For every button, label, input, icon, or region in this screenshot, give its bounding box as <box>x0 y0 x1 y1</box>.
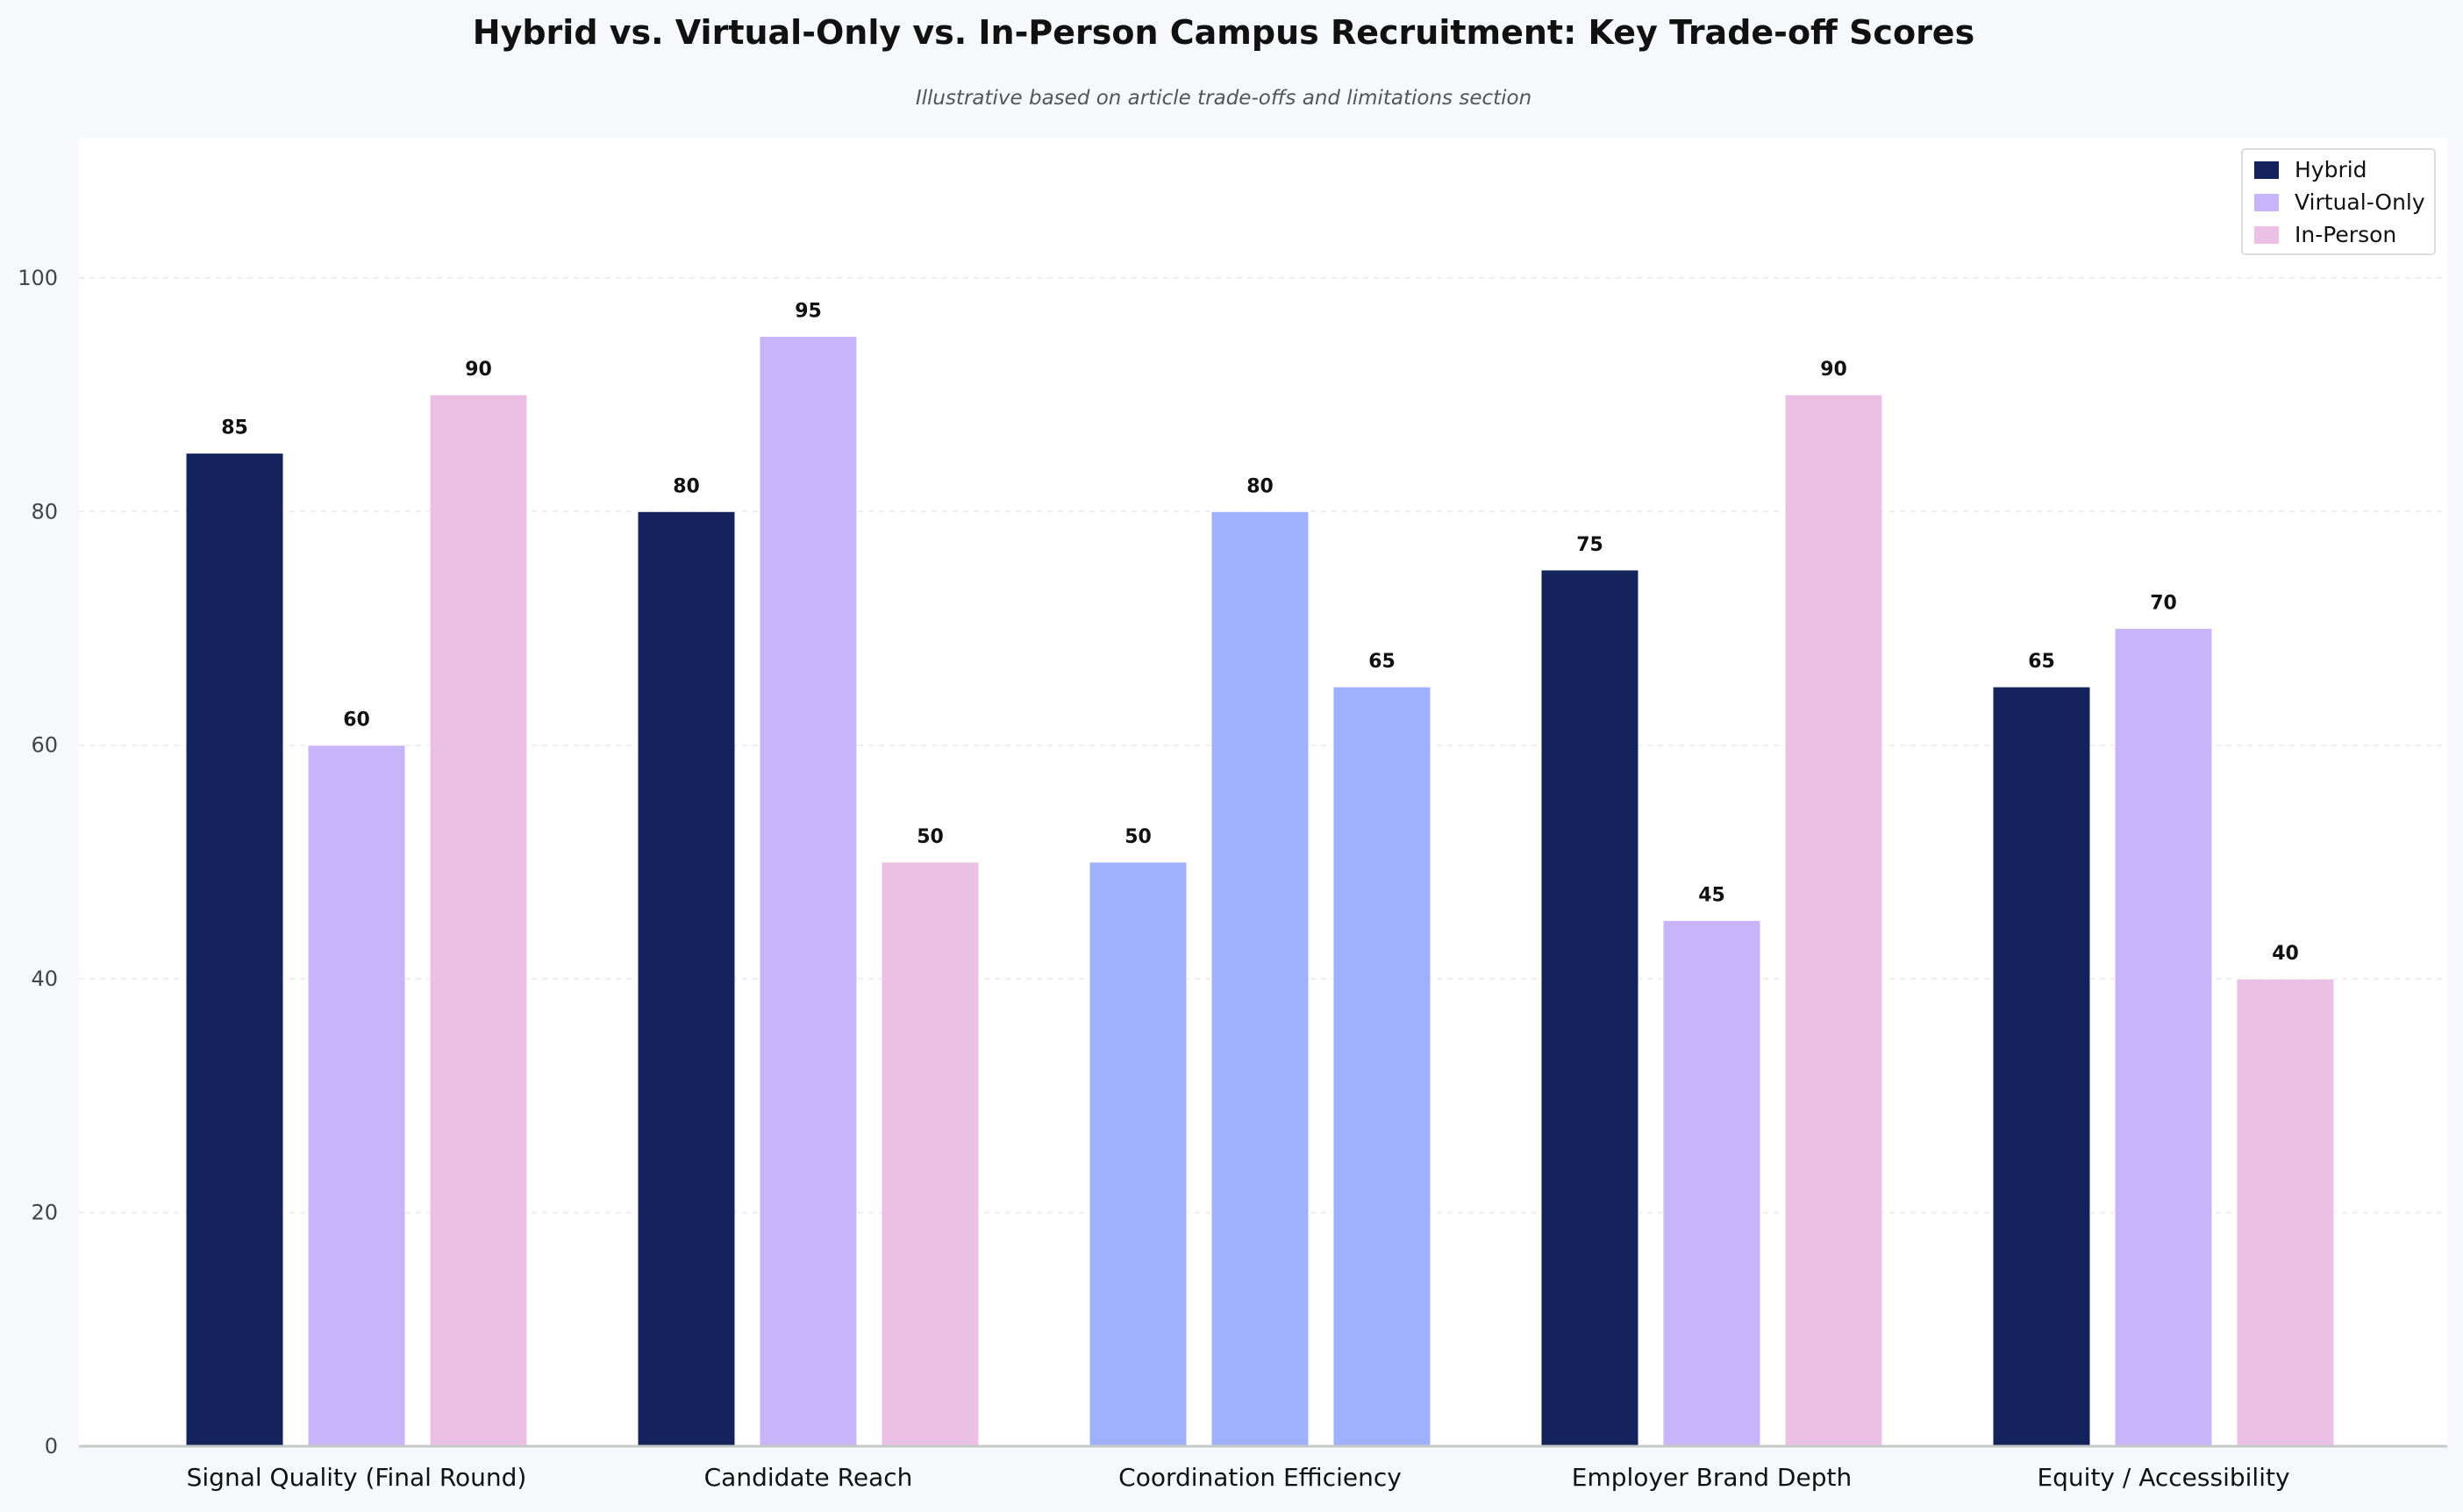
legend: Hybrid Virtual-Only In-Person <box>2241 148 2436 255</box>
bar-value-label: 50 <box>1124 826 1152 848</box>
bar-value-label: 70 <box>2150 593 2177 615</box>
bar <box>2236 978 2335 1447</box>
y-tick-label: 100 <box>18 266 58 290</box>
bars-layer <box>185 335 2335 1447</box>
bar-value-label: 95 <box>795 300 822 322</box>
bar <box>1784 394 1883 1447</box>
legend-label: In-Person <box>2295 222 2396 247</box>
bar <box>1540 569 1639 1447</box>
bar <box>1089 861 1188 1447</box>
legend-box <box>2241 148 2436 255</box>
bar-value-label: 75 <box>1576 534 1603 556</box>
bar <box>185 453 284 1447</box>
bar-value-label: 65 <box>1368 651 1396 673</box>
bar <box>307 745 406 1447</box>
bar-value-label: 90 <box>465 359 492 381</box>
chart-title: Hybrid vs. Virtual-Only vs. In-Person Ca… <box>473 13 1974 52</box>
legend-swatch <box>2254 226 2279 244</box>
x-tick-label: Coordination Efficiency <box>1118 1463 1402 1492</box>
bar <box>2114 628 2213 1447</box>
x-tick-label: Candidate Reach <box>704 1463 913 1492</box>
legend-swatch <box>2254 194 2279 211</box>
y-tick-label: 20 <box>31 1201 58 1225</box>
y-tick-label: 40 <box>31 966 58 991</box>
bar <box>637 510 736 1447</box>
legend-label: Hybrid <box>2295 157 2367 182</box>
x-tick-label: Employer Brand Depth <box>1572 1463 1852 1492</box>
bar-value-label: 90 <box>1820 359 1847 381</box>
legend-swatch <box>2254 161 2279 179</box>
bar-value-label: 50 <box>917 826 944 848</box>
bar-value-label: 85 <box>221 417 248 439</box>
legend-label: Virtual-Only <box>2295 189 2425 215</box>
bar <box>1332 686 1431 1447</box>
bar-value-label: 45 <box>1698 885 1725 907</box>
bar <box>881 861 980 1447</box>
bar-value-label: 40 <box>2272 943 2299 965</box>
y-tick-label: 60 <box>31 733 58 758</box>
bar-value-label: 65 <box>2028 651 2055 673</box>
bar-value-label: 60 <box>343 710 370 731</box>
y-tick-label: 0 <box>45 1434 58 1459</box>
bar <box>429 394 528 1447</box>
bar <box>759 335 858 1447</box>
bar-value-label: 80 <box>1246 475 1274 497</box>
y-tick-label: 80 <box>31 499 58 524</box>
bar <box>1992 686 2091 1447</box>
bar-value-label: 80 <box>673 475 700 497</box>
x-tick-label: Equity / Accessibility <box>2037 1463 2289 1492</box>
chart-subtitle: Illustrative based on article trade-offs… <box>916 87 1531 110</box>
bar <box>1662 920 1761 1447</box>
bar <box>1210 510 1310 1447</box>
x-tick-label: Signal Quality (Final Round) <box>187 1463 527 1492</box>
labels-layer: 0 20 40 60 80 100 85 60 90 Signal Quality (Final … <box>18 266 2299 1492</box>
